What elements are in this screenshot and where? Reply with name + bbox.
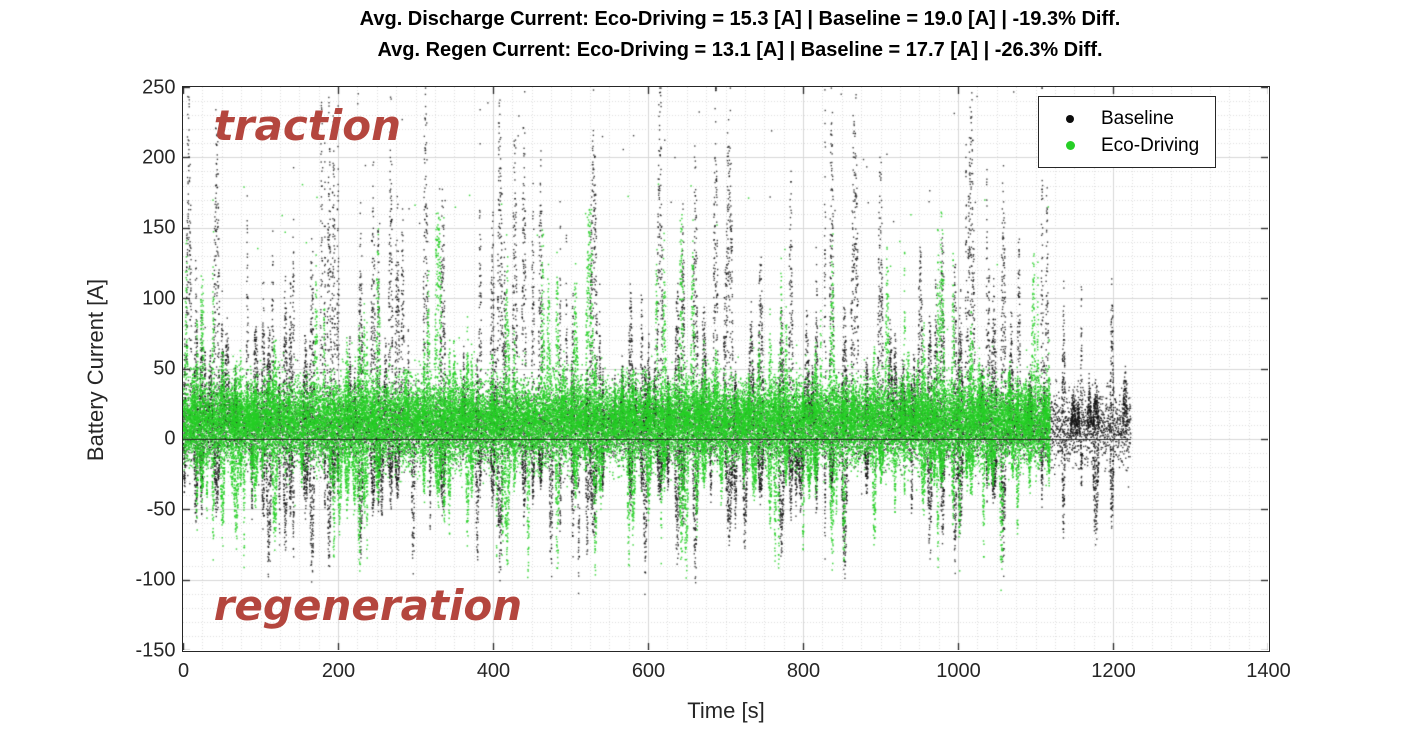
x-tick-label-1400: 1400 <box>1246 659 1291 682</box>
legend-item-eco-driving: Eco-Driving <box>1039 132 1199 159</box>
annotation-traction: traction <box>213 101 401 151</box>
y-tick-label--100: -100 <box>135 568 176 591</box>
y-tick-label-150: 150 <box>142 216 176 239</box>
y-tick-label--50: -50 <box>146 498 176 521</box>
eco-driving-marker-dot-icon <box>1065 141 1075 150</box>
chart-title-line-2: Avg. Regen Current: Eco-Driving = 13.1 [… <box>377 39 1103 61</box>
x-tick-label-200: 200 <box>321 659 356 682</box>
annotation-regeneration: regeneration <box>213 581 523 631</box>
legend-label-eco-driving: Eco-Driving <box>1101 134 1200 156</box>
x-tick-label-800: 800 <box>786 659 821 682</box>
y-tick-label-250: 250 <box>142 76 176 98</box>
x-tick-label-1200: 1200 <box>1091 659 1136 682</box>
y-tick-label--150: -150 <box>135 639 176 661</box>
y-tick-label-200: 200 <box>142 146 176 169</box>
legend-item-baseline: Baseline <box>1039 105 1199 132</box>
legend: Baseline Eco-Driving <box>1038 96 1217 168</box>
scatter-plot-canvas <box>183 87 1268 650</box>
x-tick-label-600: 600 <box>631 659 666 682</box>
plot-area <box>182 86 1270 652</box>
x-tick-label-400: 400 <box>476 659 511 682</box>
x-tick-label-0: 0 <box>177 659 190 682</box>
legend-label-baseline: Baseline <box>1101 107 1174 129</box>
baseline-marker-dot-icon <box>1066 114 1074 123</box>
chart-title-line-1: Avg. Discharge Current: Eco-Driving = 15… <box>359 8 1121 30</box>
y-tick-label-100: 100 <box>142 287 176 310</box>
y-tick-label-50: 50 <box>153 357 176 380</box>
y-tick-label-0: 0 <box>164 427 176 450</box>
x-tick-label-1000: 1000 <box>936 659 981 682</box>
x-axis-label: Time [s] <box>687 698 765 723</box>
